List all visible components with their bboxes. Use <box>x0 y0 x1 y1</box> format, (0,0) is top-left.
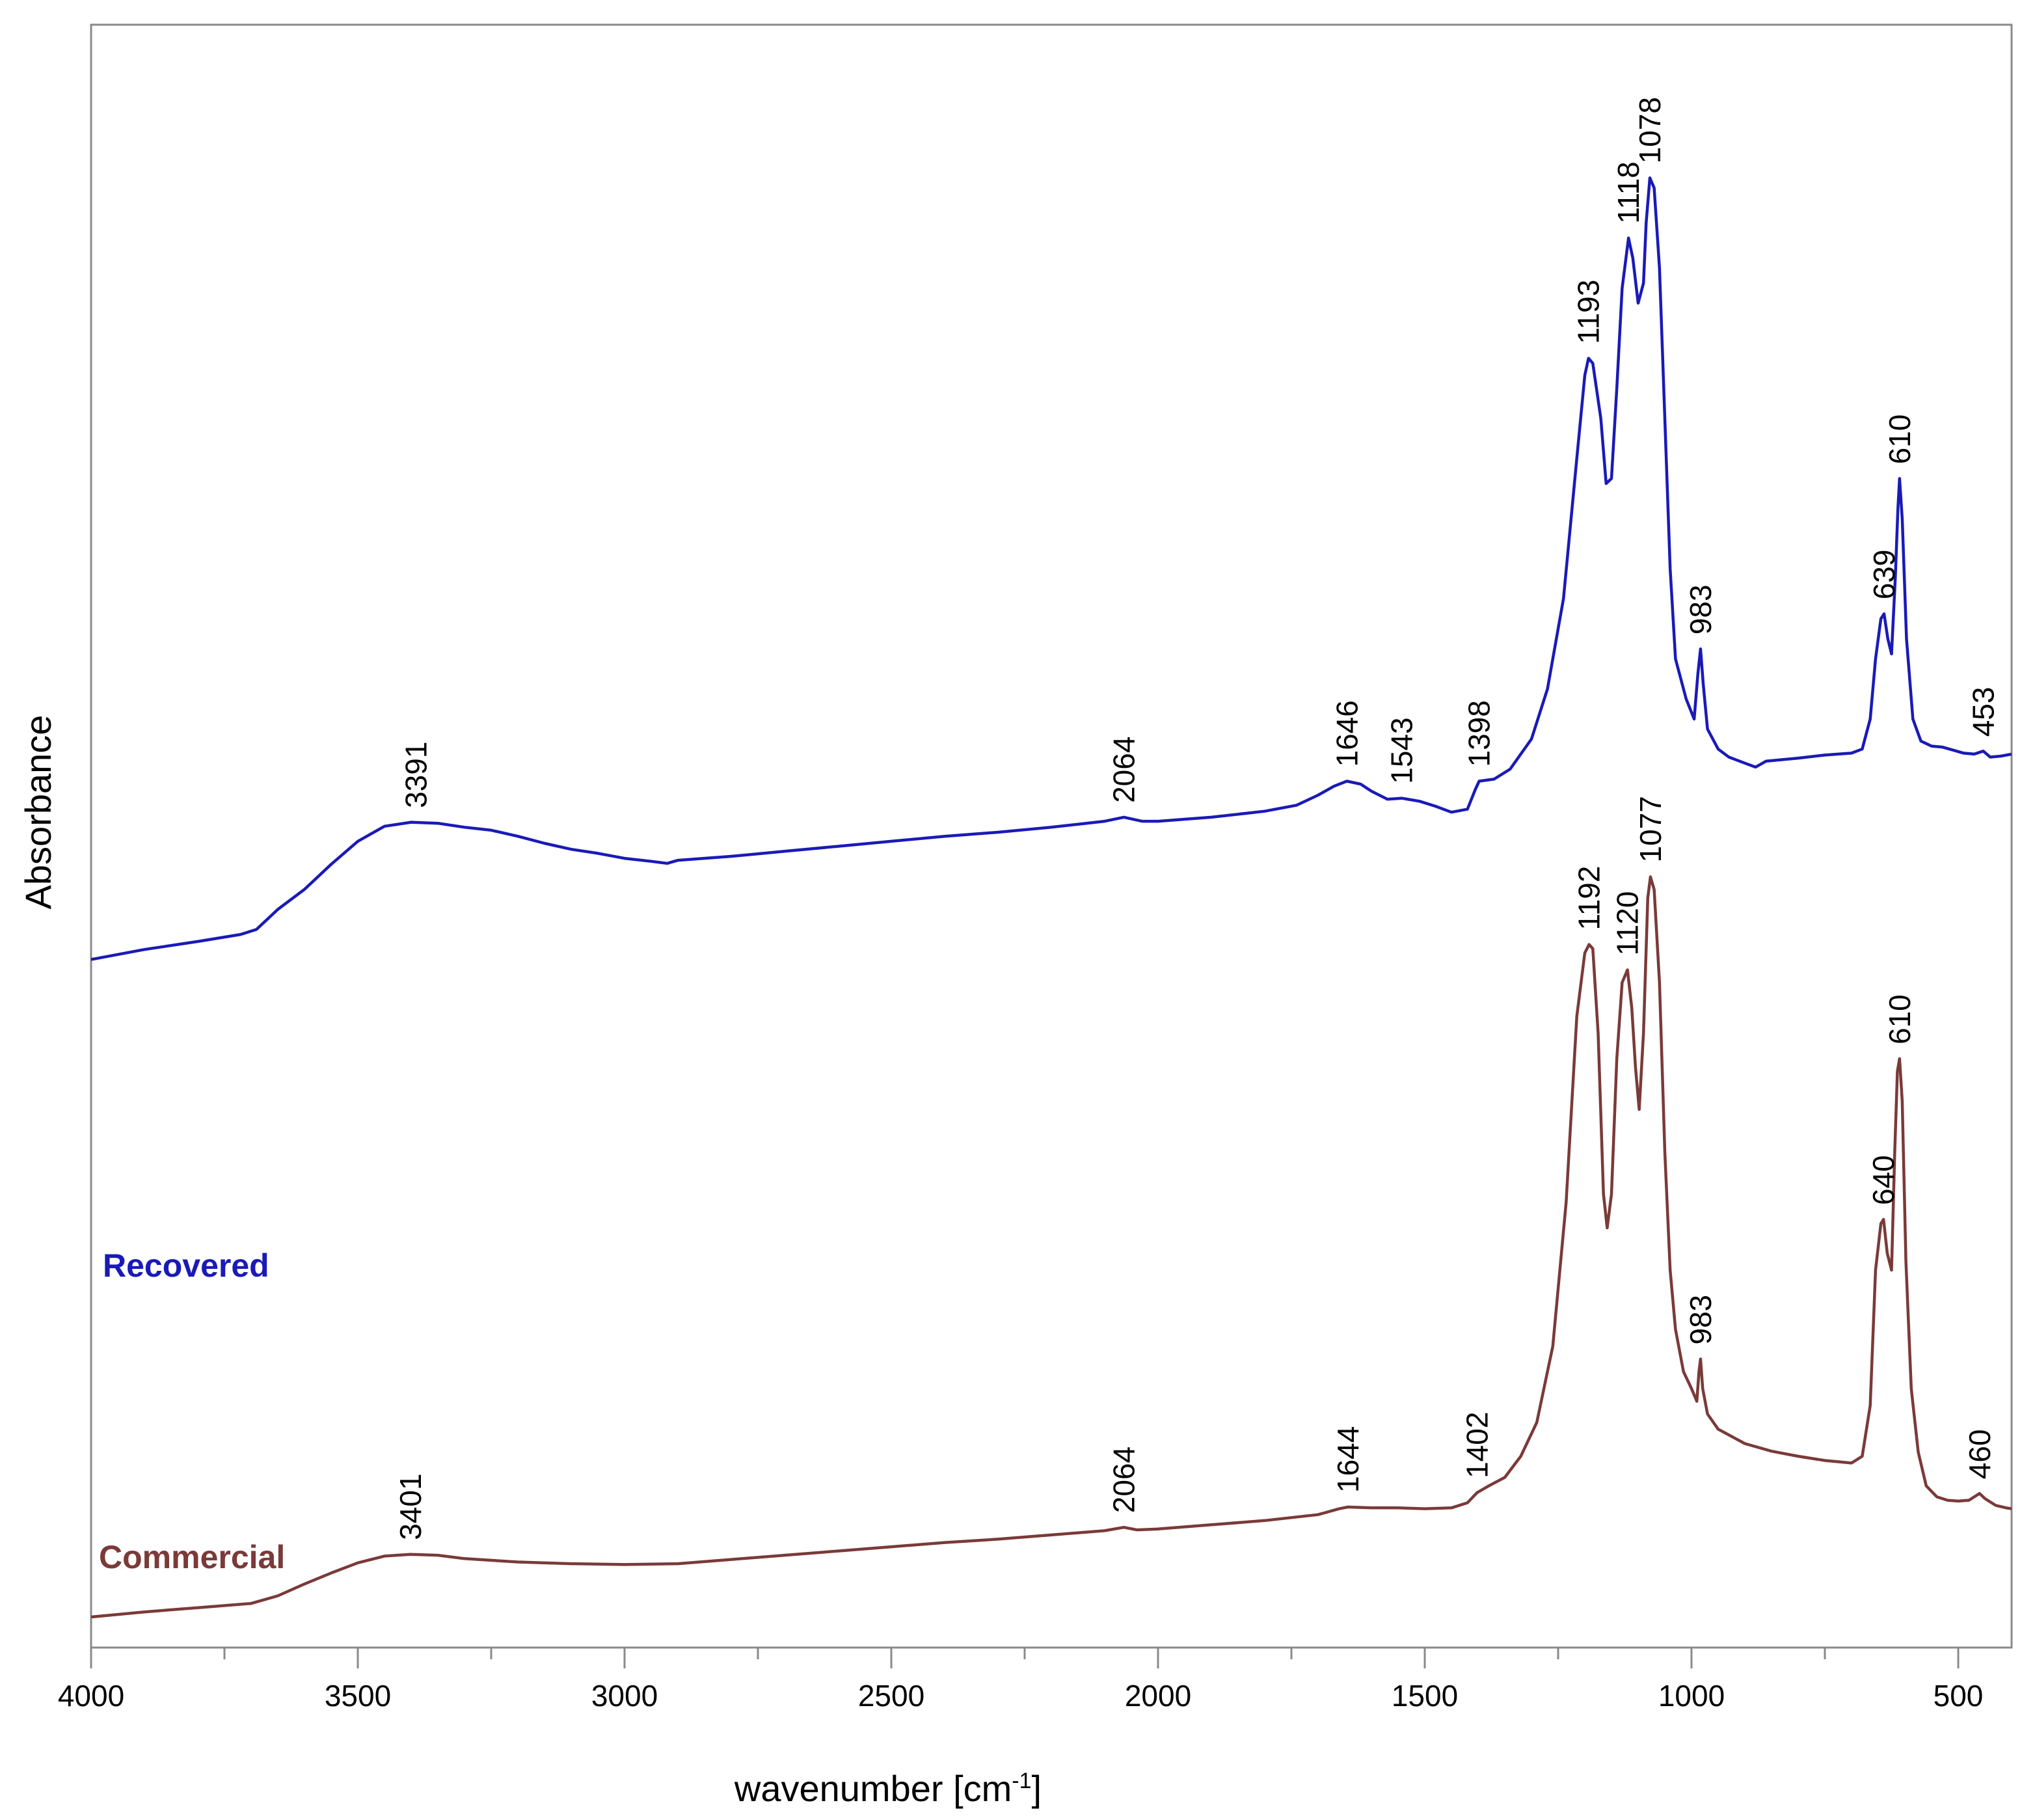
x-tick-label: 3500 <box>325 1679 391 1713</box>
y-axis-title: Absorbance <box>18 715 59 910</box>
x-axis-title-suffix: ] <box>1032 1768 1042 1809</box>
peak-label-recovered-983: 983 <box>1684 584 1718 634</box>
peak-label-recovered-610: 610 <box>1883 414 1917 465</box>
peak-label-commercial-1644: 1644 <box>1331 1426 1365 1493</box>
peak-label-recovered-1118: 1118 <box>1611 161 1645 224</box>
x-axis-ticks <box>90 1648 1960 1668</box>
series-label-recovered: Recovered <box>103 1247 269 1284</box>
x-axis-title: wavenumber [cm-1] <box>734 1768 1042 1809</box>
series-line-commercial <box>90 875 2012 1619</box>
plot-frame <box>90 23 2013 1649</box>
series-line-recovered <box>90 176 2012 961</box>
peak-label-commercial-640: 640 <box>1867 1155 1900 1205</box>
peak-label-recovered-1078: 1078 <box>1633 97 1667 163</box>
x-tick-label: 3000 <box>591 1679 658 1713</box>
x-tick-label: 500 <box>1934 1679 1984 1713</box>
x-tick-label: 4000 <box>58 1679 124 1713</box>
peak-label-commercial-460: 460 <box>1963 1429 1997 1479</box>
peak-label-commercial-3401: 3401 <box>394 1473 427 1540</box>
series-label-commercial: Commercial <box>99 1539 285 1575</box>
x-axis-title-main: wavenumber [cm <box>734 1768 1012 1809</box>
peak-label-recovered-1646: 1646 <box>1330 700 1364 767</box>
peak-label-commercial-1077: 1077 <box>1634 796 1667 862</box>
peak-label-recovered-2064: 2064 <box>1107 737 1141 803</box>
peak-label-recovered-453: 453 <box>1967 687 2001 737</box>
peak-label-recovered-639: 639 <box>1867 550 1901 600</box>
x-tick-label: 2000 <box>1125 1679 1191 1713</box>
x-axis-tick-labels: 4000 3500 3000 2500 2000 1500 1000 500 <box>58 1679 1984 1713</box>
peak-label-recovered-1543: 1543 <box>1385 717 1419 783</box>
x-axis-title-superscript: -1 <box>1012 1769 1031 1793</box>
peak-label-commercial-1120: 1120 <box>1611 891 1645 956</box>
peak-label-recovered-1398: 1398 <box>1462 700 1496 767</box>
x-tick-label: 1000 <box>1658 1679 1725 1713</box>
peak-label-recovered-3391: 3391 <box>399 742 433 808</box>
x-tick-label: 1500 <box>1392 1679 1458 1713</box>
series-lines <box>90 176 2012 1619</box>
peak-label-recovered-1193: 1193 <box>1572 280 1606 344</box>
peak-label-commercial-1402: 1402 <box>1460 1412 1494 1478</box>
peak-label-commercial-983: 983 <box>1684 1295 1718 1345</box>
peak-label-commercial-1192: 1192 <box>1572 866 1606 930</box>
x-tick-label: 2500 <box>858 1679 924 1713</box>
peak-label-commercial-610: 610 <box>1883 994 1917 1044</box>
peak-label-commercial-2064: 2064 <box>1107 1446 1141 1513</box>
